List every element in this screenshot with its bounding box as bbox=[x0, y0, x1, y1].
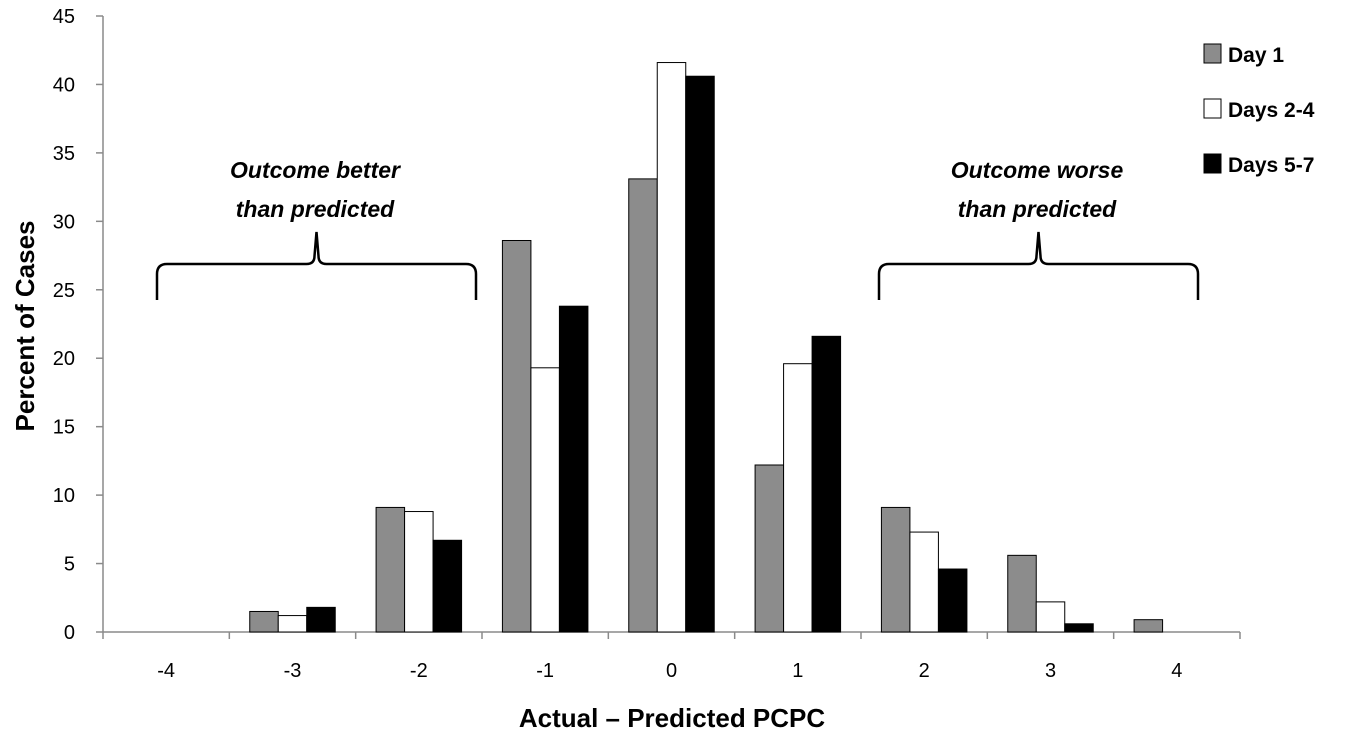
brace bbox=[155, 231, 478, 300]
bar-days-5-7-cat--3 bbox=[306, 606, 336, 633]
y-tick-label: 30 bbox=[53, 211, 75, 233]
bar-days-5-7-cat--2 bbox=[432, 539, 463, 633]
annotation-right-line1: Outcome worse bbox=[951, 157, 1124, 183]
bar-days-2-4-cat--3 bbox=[277, 615, 308, 633]
x-tick-label: -2 bbox=[410, 660, 428, 682]
legend-swatch bbox=[1203, 43, 1222, 64]
bar-days-5-7-cat-3 bbox=[1064, 623, 1094, 633]
bars bbox=[249, 62, 1164, 633]
annotation-braces bbox=[155, 231, 1200, 300]
x-axis: -4 -3 -2 -1 0 1 2 3 4 bbox=[102, 631, 1241, 682]
bar-days-5-7-cat-0 bbox=[685, 75, 715, 633]
legend-label: Days 5-7 bbox=[1228, 154, 1314, 177]
bar-day-1-cat--3 bbox=[249, 610, 279, 633]
bar-day-1-cat-4 bbox=[1133, 619, 1164, 633]
legend-label: Days 2-4 bbox=[1228, 99, 1315, 122]
x-tick-label: 4 bbox=[1171, 660, 1182, 682]
brace bbox=[877, 231, 1200, 300]
y-axis-title: Percent of Cases bbox=[10, 221, 40, 432]
y-tick-label: 45 bbox=[53, 6, 75, 28]
legend-swatch bbox=[1203, 153, 1222, 174]
y-tick-label: 25 bbox=[53, 280, 75, 302]
x-tick-label: 0 bbox=[666, 660, 677, 682]
bar-days-2-4-cat-0 bbox=[656, 62, 687, 633]
bar-day-1-cat--1 bbox=[501, 239, 532, 633]
legend: Day 1 Days 2-4 Days 5-7 bbox=[1203, 43, 1315, 177]
annotation-right-line2: than predicted bbox=[958, 196, 1117, 222]
bar-day-1-cat-0 bbox=[628, 178, 658, 633]
y-tick-label: 40 bbox=[53, 74, 75, 96]
y-tick-label: 35 bbox=[53, 143, 75, 165]
bar-day-1-cat--2 bbox=[375, 506, 406, 633]
legend-label: Day 1 bbox=[1228, 44, 1284, 67]
bar-days-2-4-cat-3 bbox=[1035, 601, 1066, 633]
bar-day-1-cat-1 bbox=[754, 464, 785, 633]
x-tick-label: -3 bbox=[284, 660, 302, 682]
y-tick-label: 10 bbox=[53, 485, 75, 507]
x-tick-label: -1 bbox=[536, 660, 554, 682]
y-tick-label: 5 bbox=[64, 554, 75, 576]
x-tick-label: 2 bbox=[919, 660, 930, 682]
x-tick-label: -4 bbox=[157, 660, 175, 682]
x-tick-label: 3 bbox=[1045, 660, 1056, 682]
x-tick-label: 1 bbox=[792, 660, 803, 682]
legend-swatch bbox=[1203, 98, 1222, 119]
y-axis: 0 5 10 15 20 25 30 35 40 45 bbox=[53, 6, 104, 644]
bar-days-2-4-cat--1 bbox=[530, 367, 560, 633]
bar-days-2-4-cat-1 bbox=[783, 363, 813, 633]
bar-days-2-4-cat--2 bbox=[404, 511, 434, 633]
bar-days-5-7-cat--1 bbox=[558, 305, 589, 633]
annotation-left-line2: than predicted bbox=[236, 196, 395, 222]
x-axis-title: Actual – Predicted PCPC bbox=[519, 703, 826, 733]
bar-days-5-7-cat-2 bbox=[937, 568, 968, 633]
annotation-left-line1: Outcome better bbox=[230, 157, 401, 183]
y-tick-label: 15 bbox=[53, 417, 75, 439]
bar-day-1-cat-3 bbox=[1007, 554, 1037, 633]
bar-days-5-7-cat-1 bbox=[811, 335, 842, 633]
bar-day-1-cat-2 bbox=[880, 506, 911, 633]
y-tick-label: 0 bbox=[64, 622, 75, 644]
bar-days-2-4-cat-2 bbox=[909, 531, 939, 633]
y-tick-label: 20 bbox=[53, 348, 75, 370]
